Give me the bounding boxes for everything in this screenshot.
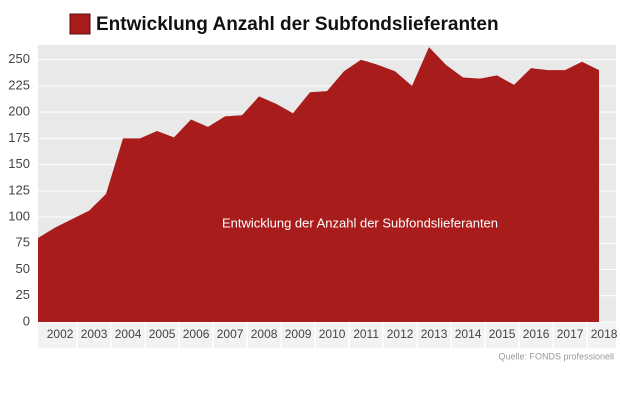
chart-title: Entwicklung Anzahl der Subfondslieferant…: [96, 14, 499, 35]
x-tick-label: 2012: [387, 327, 414, 341]
title-icon: [69, 13, 91, 35]
x-tick-label: 2009: [285, 327, 312, 341]
x-tick-label: 2014: [455, 327, 482, 341]
x-tick-label: 2008: [251, 327, 278, 341]
y-tick-label: 175: [8, 130, 30, 145]
x-tick-label: 2016: [523, 327, 550, 341]
y-tick-label: 100: [8, 209, 30, 224]
x-tick-label: 2011: [353, 327, 379, 341]
area: [38, 47, 599, 323]
y-tick-label: 0: [23, 313, 30, 328]
x-tick-label: 2010: [319, 327, 346, 341]
x-tick-label: 2006: [183, 327, 210, 341]
x-tick-label: 2004: [115, 327, 142, 341]
y-tick-label: 200: [8, 104, 30, 119]
x-tick-label: 2017: [557, 327, 584, 341]
x-tick-label: 2015: [489, 327, 516, 341]
x-tick-label: 2002: [47, 327, 74, 341]
y-tick-label: 150: [8, 156, 30, 171]
x-tick-label: 2003: [81, 327, 108, 341]
x-tick-label: 2007: [217, 327, 244, 341]
x-tick-label: 2005: [149, 327, 176, 341]
y-tick-label: 250: [8, 51, 30, 66]
x-tick-label: 2013: [421, 327, 448, 341]
y-tick-label: 75: [16, 235, 30, 250]
y-tick-label: 225: [8, 77, 30, 92]
source: Quelle: FONDS professionell: [498, 351, 614, 361]
y-tick-label: 125: [8, 182, 30, 197]
annotation: Entwicklung der Anzahl der Subfondsliefe…: [222, 215, 498, 230]
y-tick-label: 25: [16, 287, 30, 302]
x-tick-label: 2018: [591, 327, 618, 341]
y-tick-label: 50: [16, 261, 30, 276]
